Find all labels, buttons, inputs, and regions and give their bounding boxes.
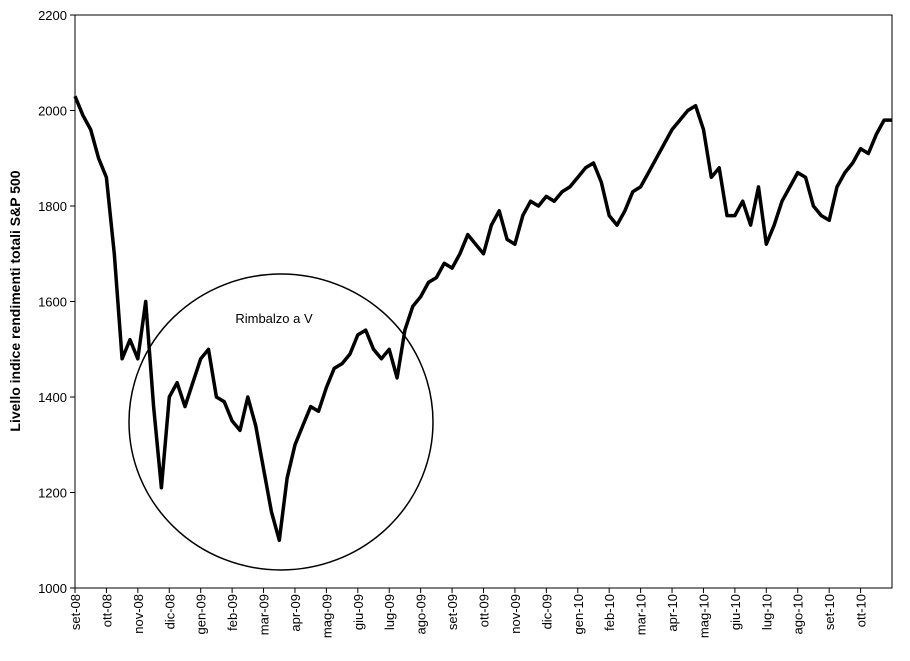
annotation: Rimbalzo a V — [235, 311, 313, 326]
x-tick-label: lug-09 — [382, 594, 397, 630]
x-tick-label: set-08 — [68, 594, 83, 630]
y-tick-label: 1800 — [38, 199, 67, 214]
line-series — [73, 95, 892, 543]
x-tick-label: gen-09 — [194, 594, 209, 634]
x-tick-label: mag-09 — [319, 594, 334, 638]
x-tick-label: ago-09 — [414, 594, 429, 634]
x-tick-label: apr-10 — [665, 594, 680, 632]
x-tick-label: dic-09 — [539, 594, 554, 629]
y-tick-label: 1200 — [38, 486, 67, 501]
highlight-circle — [128, 273, 434, 571]
x-tick-label: giu-09 — [351, 594, 366, 630]
x-tick-label: nov-08 — [131, 594, 146, 634]
x-tick-label: feb-09 — [225, 594, 240, 631]
y-tick-label: 1400 — [38, 390, 67, 405]
x-tick-label: ott-10 — [854, 594, 869, 627]
x-tick-label: mag-10 — [696, 594, 711, 638]
x-tick-label: apr-09 — [288, 594, 303, 632]
y-tick-label: 1600 — [38, 295, 67, 310]
x-tick-label: ott-08 — [99, 594, 114, 627]
x-tick-label: set-09 — [445, 594, 460, 630]
x-tick-label: nov-09 — [508, 594, 523, 634]
y-tick-label: 2200 — [38, 8, 67, 23]
x-tick-label: set-10 — [822, 594, 837, 630]
x-tick-label: ott-09 — [477, 594, 492, 627]
x-tick-label: ago-10 — [791, 594, 806, 634]
y-tick-label: 2000 — [38, 104, 67, 119]
x-tick-label: giu-10 — [728, 594, 743, 630]
x-tick-label: mar-10 — [634, 594, 649, 635]
x-tick-label: feb-10 — [602, 594, 617, 631]
x-tick-label: gen-10 — [571, 594, 586, 634]
plot-frame — [74, 14, 893, 589]
x-tick-label: lug-10 — [759, 594, 774, 630]
y-tick-label: 1000 — [38, 581, 67, 596]
x-tick-label: mar-09 — [257, 594, 272, 635]
x-tick-label: dic-08 — [162, 594, 177, 629]
y-axis-label: Livello indice rendimenti totali S&P 500 — [7, 170, 23, 431]
